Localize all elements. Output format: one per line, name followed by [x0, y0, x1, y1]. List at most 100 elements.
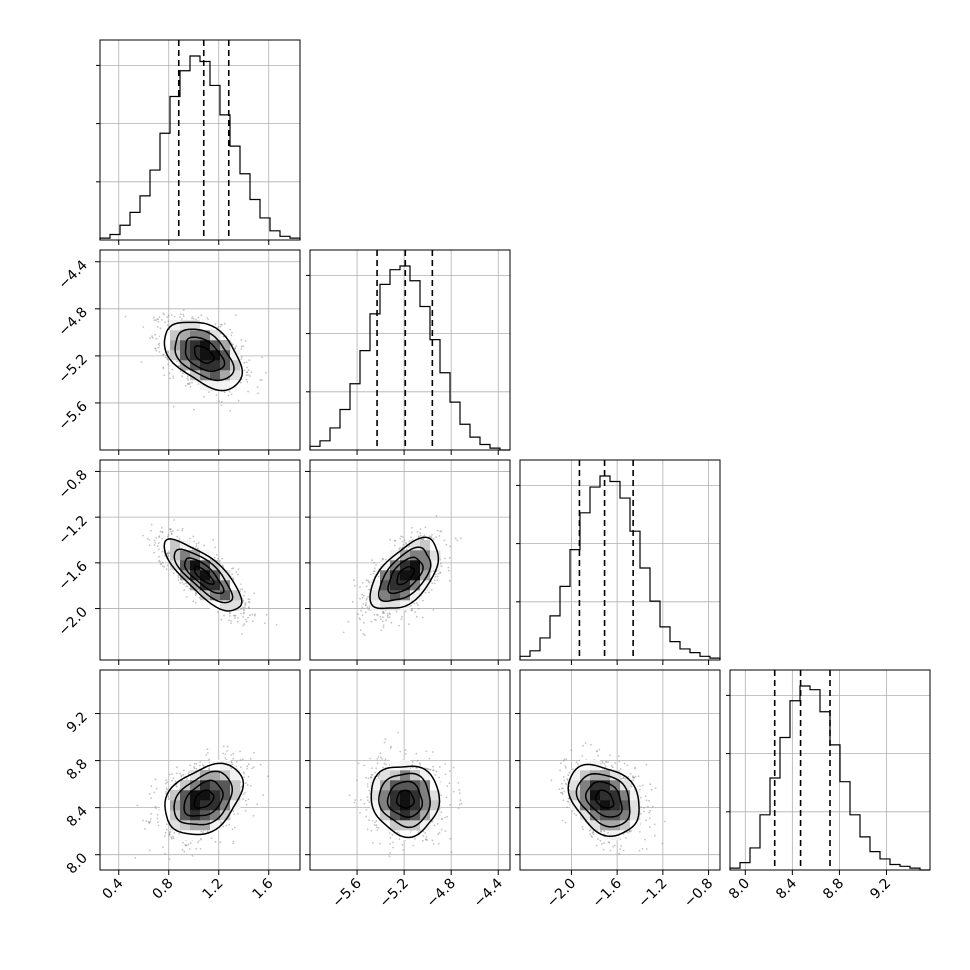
scatter-point: [232, 567, 235, 569]
scatter-point: [189, 382, 191, 384]
scatter-point: [386, 616, 389, 618]
scatter-point: [192, 600, 195, 603]
scatter-panel-2-1: [305, 459, 511, 665]
scatter-point: [158, 535, 161, 538]
scatter-point: [422, 599, 424, 602]
scatter-point: [353, 579, 355, 582]
scatter-point: [150, 529, 153, 532]
scatter-point: [245, 361, 248, 363]
scatter-point: [433, 582, 436, 585]
scatter-point: [401, 536, 404, 538]
scatter-point: [155, 337, 158, 340]
scatter-point: [185, 596, 188, 598]
histogram-panel-0: [96, 39, 301, 245]
scatter-point: [171, 368, 174, 371]
scatter-point: [395, 610, 398, 613]
scatter-point: [168, 831, 171, 834]
scatter-point: [431, 582, 434, 584]
scatter-point: [158, 351, 161, 353]
scatter-point: [402, 544, 405, 546]
y-tick-label: −1.2: [55, 513, 90, 548]
scatter-point: [431, 533, 433, 536]
scatter-point: [214, 546, 216, 549]
scatter-point: [161, 537, 164, 540]
scatter-point: [261, 379, 263, 381]
scatter-point: [432, 609, 435, 611]
scatter-point: [148, 793, 151, 796]
scatter-point: [153, 544, 156, 547]
scatter-point: [367, 579, 369, 582]
scatter-point: [236, 620, 239, 623]
scatter-point: [166, 535, 169, 538]
scatter-point: [180, 318, 183, 320]
scatter-point: [172, 375, 175, 377]
scatter-point: [240, 345, 243, 348]
scatter-point: [247, 798, 250, 801]
scatter-point: [244, 791, 246, 794]
scatter-point: [367, 595, 369, 598]
scatter-point: [264, 371, 267, 374]
scatter-point: [419, 528, 422, 530]
scatter-point: [247, 390, 250, 393]
scatter-point: [244, 618, 247, 621]
scatter-point: [382, 616, 384, 619]
scatter-point: [445, 543, 448, 546]
scatter-point: [160, 319, 163, 321]
scatter-point: [167, 314, 170, 317]
scatter-point: [219, 325, 222, 328]
scatter-point: [387, 614, 389, 617]
scatter-point: [249, 614, 251, 617]
scatter-point: [244, 340, 247, 342]
scatter-point: [162, 354, 165, 356]
scatter-point: [167, 320, 170, 323]
scatter-point: [167, 351, 170, 354]
scatter-point: [231, 331, 233, 334]
scatter-point: [436, 529, 439, 532]
scatter-point: [156, 326, 159, 328]
scatter-point: [212, 538, 215, 541]
scatter-point: [157, 346, 160, 349]
scatter-point: [382, 558, 385, 561]
density-cell: [410, 570, 421, 581]
scatter-point: [375, 619, 377, 621]
scatter-point: [170, 314, 173, 316]
scatter-point: [227, 394, 230, 397]
scatter-point: [174, 780, 177, 783]
scatter-point: [148, 544, 151, 547]
scatter-point: [382, 624, 385, 627]
scatter-point: [170, 530, 173, 533]
scatter-point: [178, 365, 180, 368]
scatter-point: [401, 615, 403, 618]
scatter-point: [242, 606, 244, 609]
scatter-point: [437, 572, 440, 575]
scatter-panel-1-0: −5.6−5.2−4.8−4.4: [55, 249, 301, 455]
scatter-point: [235, 345, 238, 347]
scatter-point: [168, 372, 171, 375]
scatter-point: [223, 614, 225, 617]
scatter-point: [251, 620, 254, 623]
scatter-point: [440, 565, 443, 567]
scatter-point: [149, 818, 152, 820]
scatter-point: [401, 540, 404, 543]
scatter-point: [219, 841, 222, 844]
scatter-point: [414, 611, 417, 613]
scatter-point: [206, 317, 209, 319]
scatter-point: [419, 532, 422, 534]
scatter-point: [388, 616, 391, 619]
scatter-point: [203, 395, 205, 398]
scatter-point: [448, 556, 451, 559]
scatter-point: [158, 559, 160, 562]
scatter-point: [415, 602, 418, 604]
scatter-point: [198, 764, 201, 767]
scatter-point: [223, 322, 226, 325]
scatter-point: [231, 573, 234, 576]
y-tick-label: −1.6: [55, 558, 90, 593]
scatter-point: [243, 590, 246, 593]
scatter-point: [181, 375, 184, 378]
scatter-point: [359, 629, 362, 631]
scatter-point: [247, 616, 249, 619]
scatter-point: [389, 538, 391, 541]
scatter-point: [240, 348, 243, 350]
scatter-point: [169, 528, 172, 531]
scatter-point: [231, 828, 234, 831]
